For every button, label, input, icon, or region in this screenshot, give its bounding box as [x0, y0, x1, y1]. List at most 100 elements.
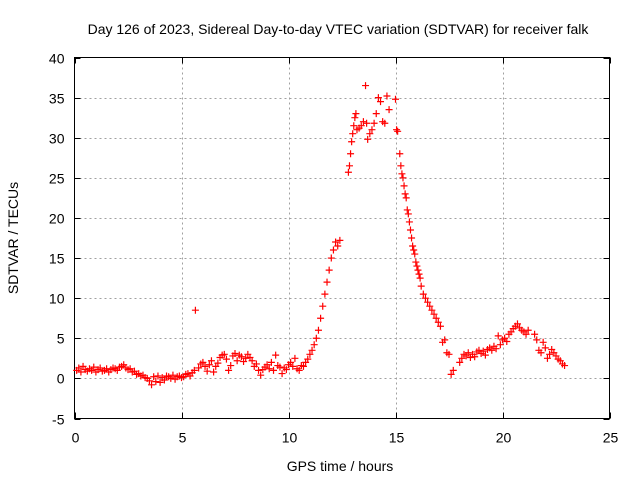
- data-point: [352, 110, 360, 118]
- data-point: [195, 364, 203, 372]
- data-point: [434, 318, 442, 326]
- data-point: [399, 174, 407, 182]
- data-point: [336, 236, 344, 244]
- data-point: [377, 98, 385, 106]
- data-point: [348, 138, 356, 146]
- data-point: [242, 354, 250, 362]
- x-tick-labels: 0 5 10 15 20 25: [72, 430, 619, 446]
- data-point: [214, 359, 222, 367]
- data-point: [77, 368, 85, 376]
- data-point: [190, 366, 198, 374]
- data-point: [289, 362, 297, 370]
- data-point: [392, 95, 399, 103]
- x-tick-label: 15: [389, 430, 405, 446]
- data-point: [404, 210, 412, 218]
- x-axis-label: GPS time / hours: [287, 458, 394, 474]
- data-point: [394, 127, 402, 135]
- data-point: [364, 135, 372, 143]
- data-point: [351, 114, 359, 122]
- data-point: [400, 182, 408, 190]
- data-point: [441, 336, 449, 344]
- data-point: [393, 126, 401, 134]
- data-point: [409, 242, 417, 250]
- data-point: [282, 366, 290, 374]
- data-point: [252, 360, 260, 368]
- data-point: [406, 226, 414, 234]
- data-point: [295, 366, 303, 374]
- data-point: [278, 370, 286, 378]
- data-point: [447, 370, 455, 378]
- data-point: [436, 322, 444, 330]
- data-point: [414, 266, 422, 274]
- y-tick-label: 5: [57, 331, 65, 347]
- data-point: [160, 376, 168, 384]
- data-points: [73, 82, 569, 389]
- data-point: [267, 358, 275, 366]
- data-point: [410, 246, 418, 254]
- y-tick-label: 0: [57, 371, 65, 387]
- y-tick-label: -5: [52, 412, 65, 428]
- data-point: [308, 346, 316, 354]
- y-tick-label: 30: [49, 131, 65, 147]
- grid: [74, 57, 610, 419]
- data-point: [492, 345, 500, 353]
- data-point: [464, 349, 472, 357]
- data-point: [310, 341, 318, 349]
- data-point: [408, 234, 416, 242]
- data-point: [458, 354, 466, 362]
- data-point: [419, 290, 427, 298]
- data-point: [255, 366, 263, 374]
- data-point: [449, 366, 457, 374]
- x-tick-label: 20: [496, 430, 512, 446]
- data-point: [398, 170, 406, 178]
- data-point: [513, 320, 521, 328]
- data-point: [312, 334, 320, 342]
- data-point: [265, 365, 273, 373]
- data-point: [456, 358, 464, 366]
- data-point: [363, 119, 371, 127]
- data-point: [152, 378, 160, 386]
- data-point: [541, 344, 549, 352]
- x-tick-label: 25: [603, 430, 619, 446]
- data-point: [368, 126, 376, 134]
- data-point: [210, 368, 218, 376]
- data-point: [323, 278, 331, 286]
- data-point: [385, 106, 393, 114]
- plot-frame: [74, 57, 610, 419]
- data-point: [370, 119, 378, 127]
- data-point: [359, 118, 367, 126]
- data-point: [334, 242, 342, 250]
- y-tick-label: 40: [49, 51, 65, 67]
- data-point: [524, 326, 532, 334]
- data-point: [479, 347, 487, 355]
- data-point: [225, 366, 233, 374]
- data-point: [227, 362, 235, 370]
- data-point: [396, 150, 404, 158]
- y-tick-label: 10: [49, 291, 65, 307]
- data-point: [156, 378, 164, 386]
- data-point: [401, 190, 409, 198]
- data-point: [366, 130, 374, 138]
- data-point: [154, 372, 162, 380]
- data-point: [416, 274, 424, 282]
- data-point: [287, 358, 295, 366]
- data-point: [357, 122, 365, 130]
- data-point: [207, 357, 215, 365]
- data-point: [402, 194, 410, 202]
- data-point: [191, 306, 199, 314]
- data-point: [169, 371, 177, 379]
- data-point: [471, 353, 479, 361]
- data-point: [539, 338, 547, 346]
- data-point: [372, 110, 380, 118]
- data-point: [424, 298, 432, 306]
- data-point: [421, 294, 429, 302]
- data-point: [522, 330, 530, 338]
- data-point: [304, 355, 312, 363]
- data-point: [248, 357, 256, 365]
- data-point: [374, 94, 382, 102]
- data-point: [148, 381, 156, 389]
- data-point: [381, 119, 389, 127]
- data-point: [270, 366, 278, 374]
- data-point: [325, 266, 333, 274]
- data-point: [405, 218, 413, 226]
